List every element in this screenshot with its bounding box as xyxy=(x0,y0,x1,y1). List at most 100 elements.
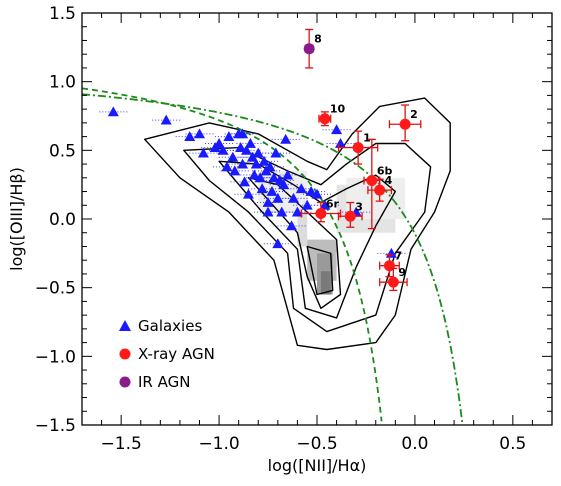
galaxy-marker xyxy=(213,137,225,148)
galaxy-marker xyxy=(301,199,313,210)
xray-agn-marker xyxy=(366,175,378,187)
xray-agn-point: 9 xyxy=(379,266,408,292)
galaxy-marker xyxy=(272,192,284,203)
galaxy-marker xyxy=(286,220,298,231)
galaxy-marker xyxy=(270,147,282,158)
plot-area: 1 2 3 46b 6r 7 9 10 8 xyxy=(82,28,464,425)
legend-label: Galaxies xyxy=(138,317,202,335)
kauffmann-curve xyxy=(82,87,383,422)
source-label: 1 xyxy=(363,132,371,145)
source-label: 6r xyxy=(326,198,340,211)
galaxy-marker xyxy=(288,192,299,203)
source-label: 3 xyxy=(355,200,363,213)
galaxy-marker xyxy=(264,161,276,172)
density-contours xyxy=(144,97,451,351)
legend-label: IR AGN xyxy=(138,373,190,391)
xray-agn-point: 3 xyxy=(337,200,363,228)
y-tick-labels: −1.5 −1.0 −0.5 0.0 0.5 1.0 1.5 xyxy=(35,4,76,436)
galaxy-marker xyxy=(242,188,254,199)
galaxy-marker xyxy=(295,183,307,194)
galaxy-marker xyxy=(248,169,260,180)
galaxy-marker xyxy=(241,144,252,155)
y-tick-label: 0.0 xyxy=(49,210,76,230)
y-tick-label: −1.0 xyxy=(35,347,76,367)
galaxy-marker xyxy=(258,155,270,166)
source-label: 10 xyxy=(330,103,346,116)
source-label: 8 xyxy=(314,33,322,46)
legend-circle-icon xyxy=(119,376,131,388)
xray-agn-marker xyxy=(387,276,399,288)
x-tick-label: 0.5 xyxy=(499,434,526,454)
y-tick-label: −0.5 xyxy=(35,279,76,299)
contour-line xyxy=(218,160,396,319)
legend-label: X-ray AGN xyxy=(138,345,215,363)
galaxy-marker xyxy=(262,197,274,207)
galaxy-marker xyxy=(291,206,303,217)
y-tick-label: 1.5 xyxy=(49,4,76,24)
x-tick-labels: −1.5 −1.0 −0.5 0.0 0.5 xyxy=(101,434,527,454)
xray-agn-marker xyxy=(315,208,327,220)
xray-agn-marker xyxy=(319,113,331,125)
source-label: 9 xyxy=(398,266,406,279)
contour-line xyxy=(306,245,334,296)
galaxy-marker xyxy=(227,151,239,162)
galaxy-marker xyxy=(246,151,258,162)
galaxy-marker xyxy=(331,124,343,135)
x-tick-label: −0.5 xyxy=(296,434,337,454)
galaxy-marker xyxy=(278,179,290,190)
contour-line xyxy=(183,142,432,333)
galaxy-marker xyxy=(160,114,172,125)
galaxy-marker xyxy=(262,206,274,217)
demarcation-curves xyxy=(82,87,464,425)
galaxy-marker xyxy=(235,142,247,152)
galaxy-marker xyxy=(194,128,205,139)
galaxy-marker xyxy=(276,206,288,217)
galaxy-marker xyxy=(280,133,292,144)
galaxy-marker xyxy=(311,188,323,199)
xray-agn-point: 1 xyxy=(337,130,379,165)
xray-agn-marker xyxy=(344,210,356,222)
galaxy-marker xyxy=(254,172,266,183)
legend-triangle-icon xyxy=(119,320,131,331)
ir-agn-point: 8 xyxy=(303,28,322,69)
x-tick-label: 0.0 xyxy=(401,434,428,454)
galaxy-marker xyxy=(268,172,280,183)
galaxy-marker xyxy=(256,183,268,194)
galaxy-marker xyxy=(266,186,278,196)
galaxy-marker xyxy=(282,169,294,180)
galaxy-marker xyxy=(107,106,119,117)
galaxy-marker xyxy=(197,147,209,158)
source-label: 6b xyxy=(377,165,393,178)
galaxy-marker xyxy=(252,147,264,158)
galaxy-marker xyxy=(239,176,251,187)
source-label: 2 xyxy=(410,108,418,121)
legend-entry: X-ray AGN xyxy=(119,345,215,363)
y-tick-label: −1.5 xyxy=(35,416,76,436)
galaxy-marker xyxy=(184,131,196,141)
contour-line xyxy=(247,177,342,309)
ir-agn-marker xyxy=(303,43,315,55)
y-axis-title: log([OIII]/Hβ) xyxy=(7,167,26,271)
galaxy-marker xyxy=(217,144,229,155)
galaxy-marker xyxy=(237,158,249,169)
legend-entry: IR AGN xyxy=(119,373,190,391)
axis-ticks xyxy=(81,12,553,426)
contour-line xyxy=(144,97,451,351)
galaxy-marker xyxy=(335,137,346,148)
data-marks: 1 2 3 46b 6r 7 9 10 8 xyxy=(107,28,422,292)
xray-agn-point: 10 xyxy=(318,103,346,127)
source-label: 7 xyxy=(394,250,402,263)
xray-agn-point: 2 xyxy=(388,104,422,142)
x-tick-label: −1.5 xyxy=(101,434,142,454)
galaxy-marker xyxy=(244,137,256,148)
y-tick-label: 0.5 xyxy=(49,141,76,161)
plot-frame xyxy=(81,12,553,426)
galaxy-marker xyxy=(229,165,241,176)
galaxy-marker xyxy=(272,238,284,249)
y-tick-label: 1.0 xyxy=(49,73,76,93)
x-axis-title: log([NII]/Hα) xyxy=(268,456,367,475)
galaxy-marker xyxy=(250,158,262,169)
galaxy-marker xyxy=(221,161,233,172)
galaxy-marker xyxy=(305,186,317,196)
galaxy-marker xyxy=(223,131,235,141)
